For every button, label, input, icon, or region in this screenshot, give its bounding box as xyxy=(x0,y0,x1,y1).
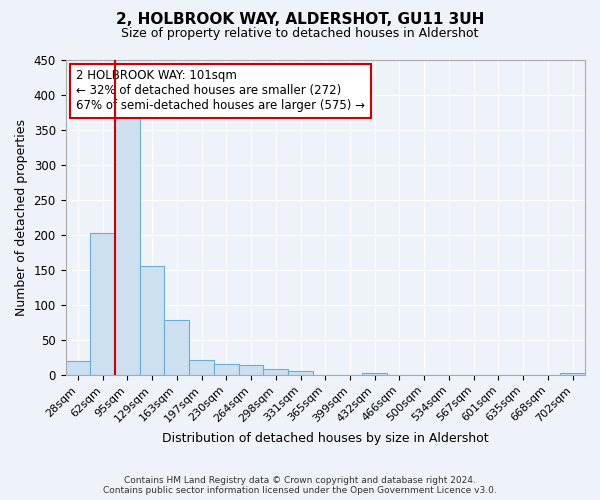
Bar xyxy=(115,118,140,375)
Text: Size of property relative to detached houses in Aldershot: Size of property relative to detached ho… xyxy=(121,28,479,40)
X-axis label: Distribution of detached houses by size in Aldershot: Distribution of detached houses by size … xyxy=(162,432,488,445)
Bar xyxy=(189,360,214,375)
Y-axis label: Number of detached properties: Number of detached properties xyxy=(15,119,28,316)
Bar xyxy=(362,373,387,375)
Text: Contains HM Land Registry data © Crown copyright and database right 2024.
Contai: Contains HM Land Registry data © Crown c… xyxy=(103,476,497,495)
Bar xyxy=(288,372,313,375)
Bar xyxy=(263,370,288,375)
Bar xyxy=(90,233,115,375)
Text: 2 HOLBROOK WAY: 101sqm
← 32% of detached houses are smaller (272)
67% of semi-de: 2 HOLBROOK WAY: 101sqm ← 32% of detached… xyxy=(76,70,365,112)
Bar xyxy=(164,320,189,375)
Bar xyxy=(65,361,90,375)
Bar xyxy=(140,266,164,375)
Bar xyxy=(214,364,239,375)
Bar xyxy=(239,365,263,375)
Bar xyxy=(560,373,585,375)
Text: 2, HOLBROOK WAY, ALDERSHOT, GU11 3UH: 2, HOLBROOK WAY, ALDERSHOT, GU11 3UH xyxy=(116,12,484,28)
